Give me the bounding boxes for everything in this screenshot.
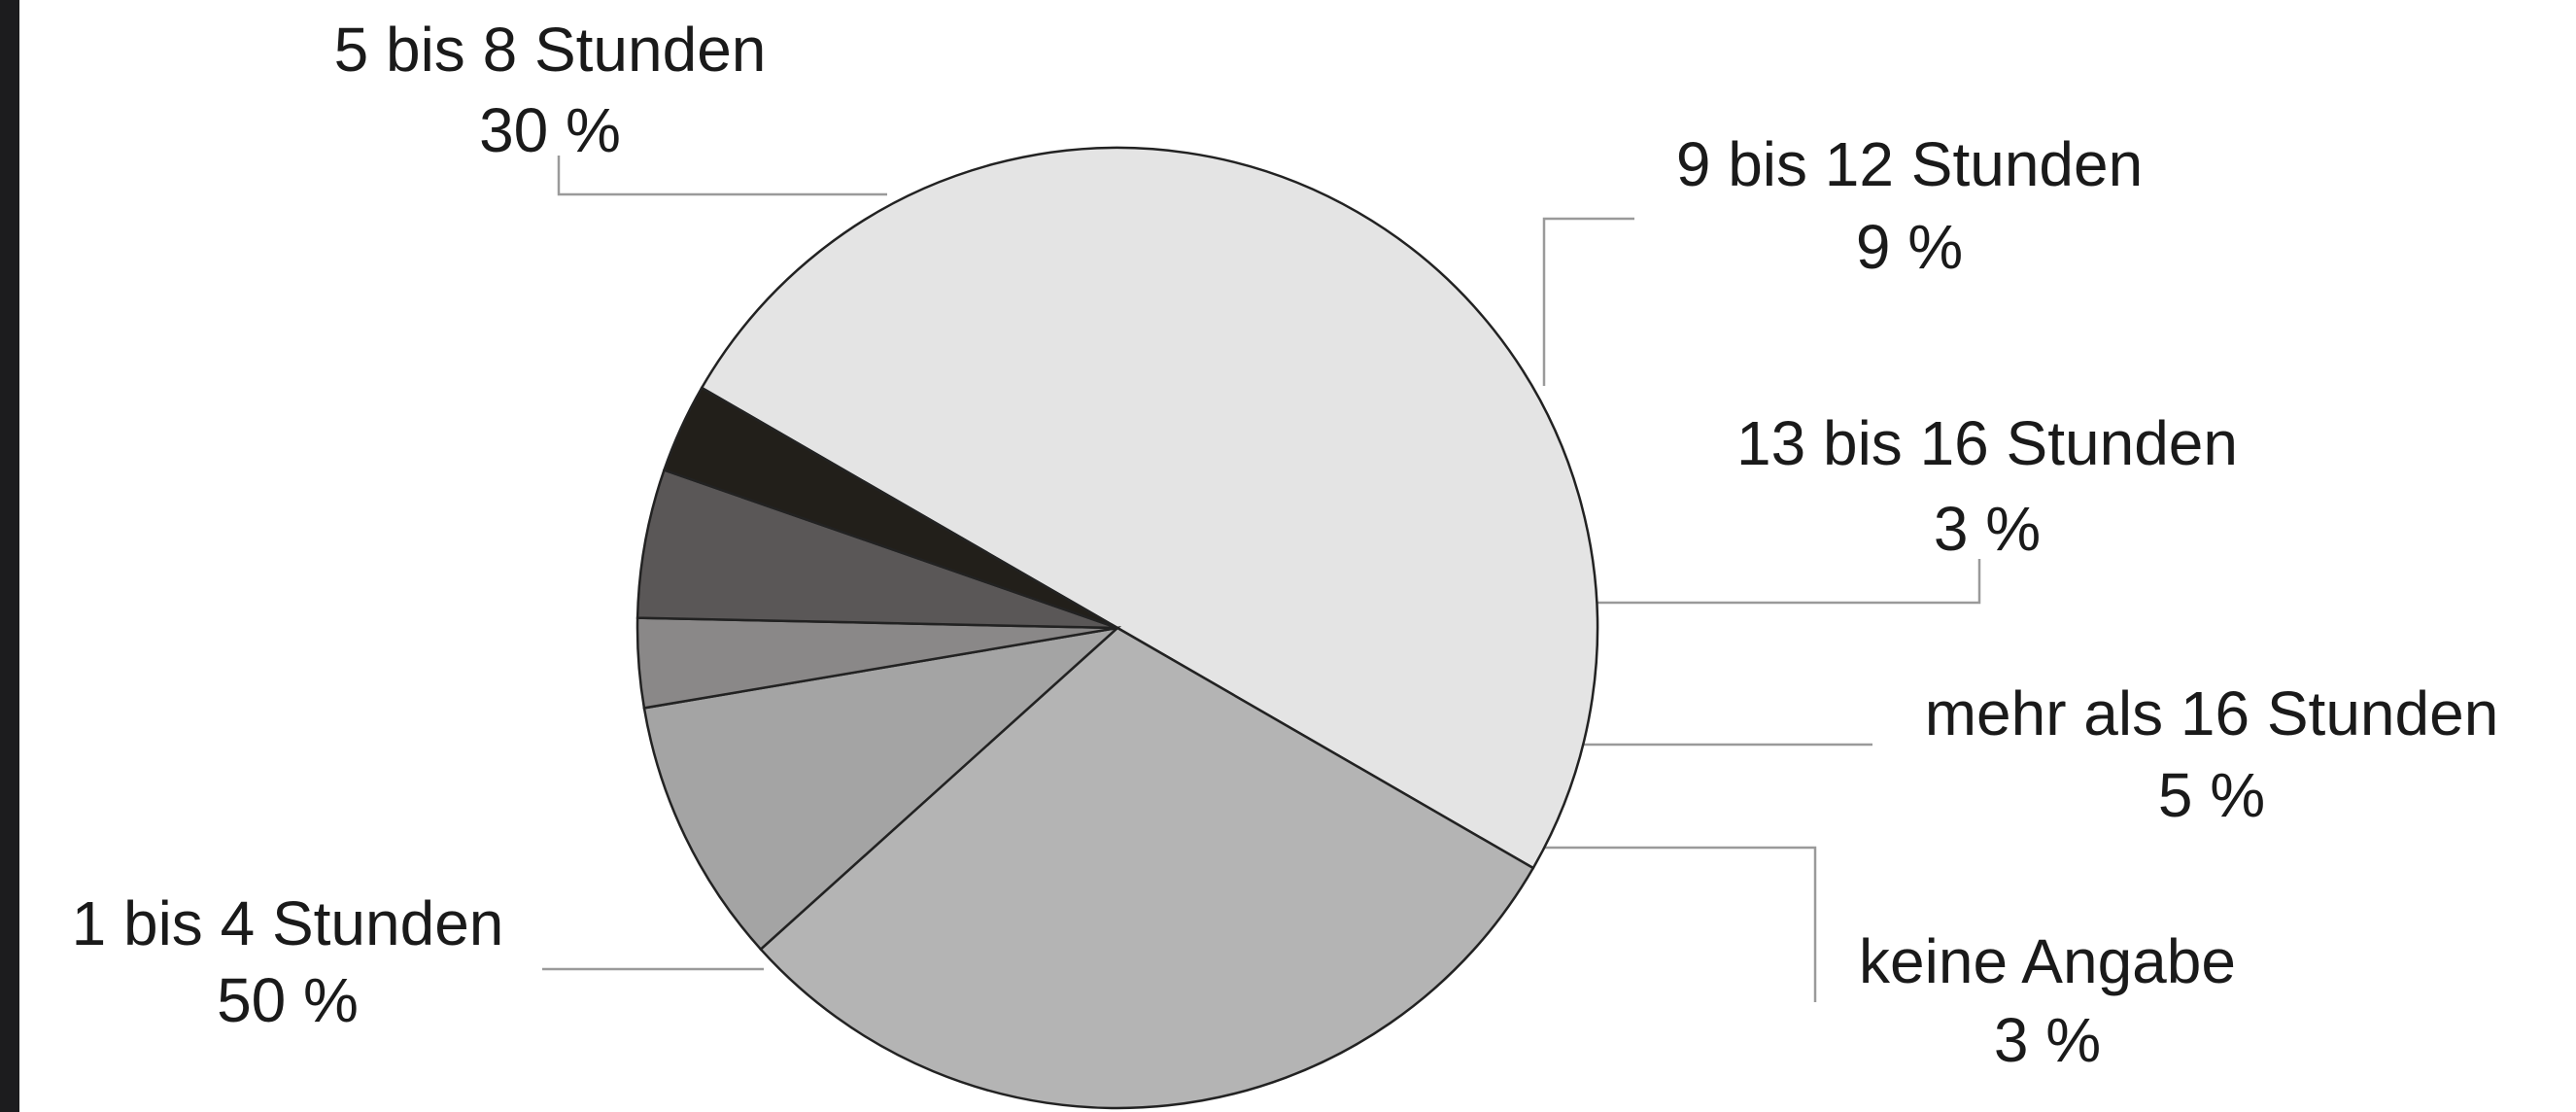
slice-value-label: 30 %	[479, 95, 621, 165]
pie-slice	[635, 468, 1118, 630]
pie-slice	[759, 626, 1535, 1110]
slice-value-label: 9 %	[1856, 212, 1963, 282]
leader-line	[557, 156, 887, 196]
pie-slice	[662, 386, 1118, 630]
slice-value-label: 50 %	[217, 965, 359, 1035]
leader-line	[1597, 559, 1981, 605]
slice-label: keine Angabe	[1859, 926, 2236, 996]
slice-label: 5 bis 8 Stunden	[334, 15, 767, 85]
slice-label: mehr als 16 Stunden	[1925, 678, 2499, 748]
slice-label: 1 bis 4 Stunden	[72, 888, 504, 958]
leader-lines	[542, 156, 1981, 1002]
slice-value-label: 5 %	[2158, 760, 2265, 830]
leader-line	[1542, 217, 1634, 386]
slice-label: 13 bis 16 Stunden	[1736, 408, 2238, 478]
slice-value-label: 3 %	[1934, 494, 2041, 564]
slice-label: 9 bis 12 Stunden	[1676, 129, 2143, 199]
leader-line	[1544, 846, 1817, 1002]
pie-slice	[700, 146, 1599, 870]
pie-slice	[642, 626, 1122, 952]
slice-value-label: 3 %	[1994, 1005, 2101, 1075]
